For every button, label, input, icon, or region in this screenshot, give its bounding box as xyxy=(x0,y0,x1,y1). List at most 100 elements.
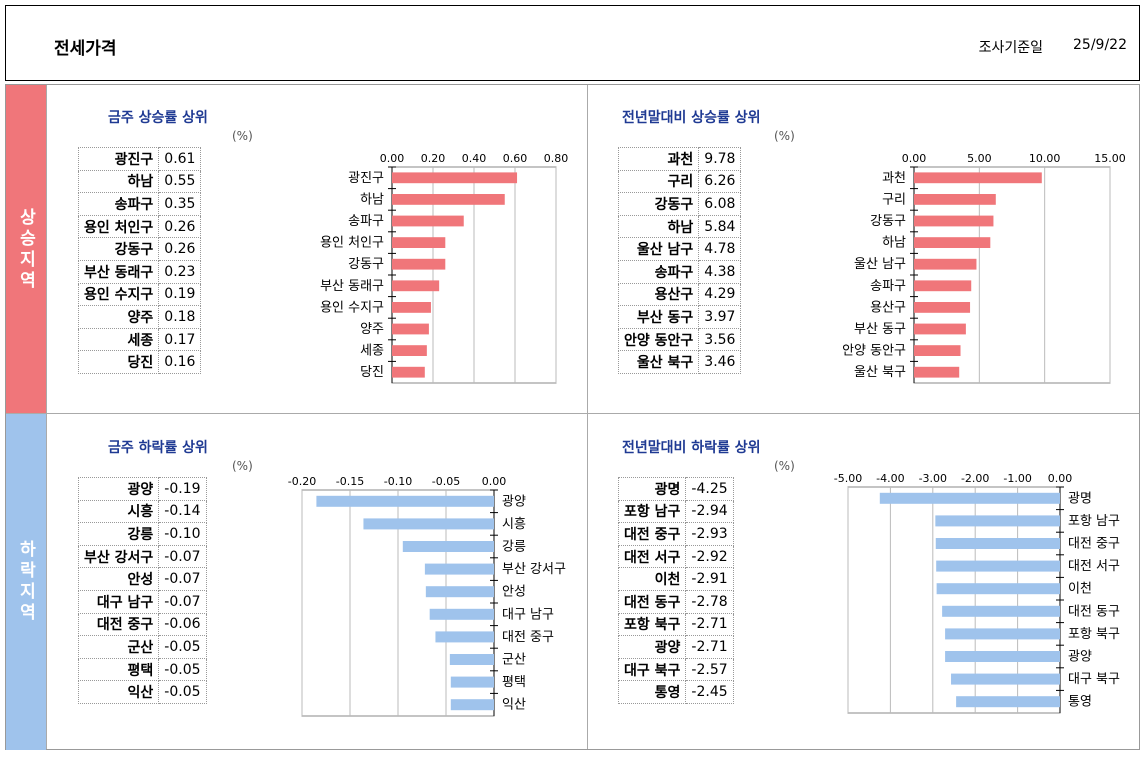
category-label: 강동구 xyxy=(870,214,906,229)
region-name: 강동구 xyxy=(77,237,160,261)
category-label: 하남 xyxy=(360,192,384,207)
bar xyxy=(392,345,427,356)
region-name: 울산 북구 xyxy=(617,350,700,374)
x-tick-label: -0.20 xyxy=(288,475,316,488)
category-label: 송파구 xyxy=(870,279,906,294)
bar xyxy=(914,366,960,378)
bar xyxy=(425,586,494,598)
rate-value: -0.10 xyxy=(158,522,207,546)
bar xyxy=(363,518,494,530)
x-tick-label: -5.00 xyxy=(834,472,862,485)
column-divider-left xyxy=(46,85,47,749)
bar xyxy=(935,515,1060,527)
table-row: 강릉 -0.10 xyxy=(77,522,207,546)
rate-value: -0.07 xyxy=(158,567,207,591)
bar xyxy=(914,194,996,205)
table-row: 광진구 0.61 xyxy=(77,147,202,171)
table-row: 용인 수지구 0.19 xyxy=(77,282,202,307)
bar xyxy=(945,628,1060,640)
category-label: 시흥 xyxy=(502,517,526,532)
category-label: 구리 xyxy=(882,192,906,207)
rate-value: 0.26 xyxy=(158,237,202,261)
bar xyxy=(392,258,446,270)
category-label: 대전 중구 xyxy=(502,630,554,645)
bar xyxy=(914,345,961,356)
x-tick-label: 0.00 xyxy=(482,475,507,488)
x-tick-label: -0.05 xyxy=(432,475,460,488)
x-tick-label: 0.60 xyxy=(503,152,528,165)
bar xyxy=(392,215,464,227)
table-row: 송파구 0.35 xyxy=(77,192,202,216)
region-name: 부산 강서구 xyxy=(77,544,160,569)
table-row: 이천 -2.91 xyxy=(617,567,734,591)
category-label: 안성 xyxy=(502,585,526,600)
region-name: 통영 xyxy=(617,680,687,704)
category-label: 부산 동구 xyxy=(854,322,906,337)
table-row: 대전 동구 -2.78 xyxy=(617,589,734,614)
region-name: 강동구 xyxy=(617,192,700,216)
region-name: 대전 중구 xyxy=(617,522,687,546)
table-row: 부산 동래구 0.23 xyxy=(77,259,202,284)
table-row: 강동구 0.26 xyxy=(77,237,202,261)
table-row: 당진 0.16 xyxy=(77,350,202,374)
x-tick-label: 0.00 xyxy=(1048,472,1073,485)
rate-value: -0.05 xyxy=(158,657,207,682)
category-label: 이천 xyxy=(1068,582,1092,597)
rate-value: -2.78 xyxy=(685,589,734,614)
x-tick-label: 0.00 xyxy=(902,152,927,165)
table-row: 대구 남구 -0.07 xyxy=(77,589,207,614)
bar xyxy=(392,280,440,292)
bar xyxy=(914,280,972,292)
region-name: 평택 xyxy=(77,657,160,682)
table-row: 안양 동안구 3.56 xyxy=(617,327,742,352)
region-name: 광진구 xyxy=(77,147,160,171)
region-name: 익산 xyxy=(77,680,160,704)
table-row: 용인 처인구 0.26 xyxy=(77,214,202,239)
x-tick-label: 0.00 xyxy=(380,152,405,165)
table-row: 광양 -0.19 xyxy=(77,477,207,501)
table-row: 부산 동구 3.97 xyxy=(617,305,742,329)
region-name: 용산구 xyxy=(617,282,700,307)
region-name: 안양 동안구 xyxy=(617,327,700,352)
x-tick-label: -0.10 xyxy=(384,475,412,488)
rate-value: -0.07 xyxy=(158,544,207,569)
region-name: 대전 동구 xyxy=(617,589,687,614)
bar xyxy=(935,538,1060,549)
table-row: 울산 북구 3.46 xyxy=(617,350,742,374)
rate-value: -0.07 xyxy=(158,589,207,614)
region-name: 하남 xyxy=(77,169,160,194)
bar xyxy=(914,215,994,227)
region-name: 양주 xyxy=(77,305,160,329)
category-label: 포항 북구 xyxy=(1068,627,1120,642)
bar xyxy=(914,302,971,313)
region-name: 광양 xyxy=(77,477,160,501)
region-name: 하남 xyxy=(617,214,700,239)
x-tick-label: 0.20 xyxy=(421,152,446,165)
unit-label: (%) xyxy=(232,129,253,143)
table-row: 하남 5.84 xyxy=(617,214,742,239)
rate-value: 0.35 xyxy=(158,192,202,216)
rank-table: 광양 -0.19 시흥 -0.14 강릉 -0.10 부산 강서구 -0.07 안성 -0.07 대… xyxy=(77,477,207,704)
region-name: 대구 남구 xyxy=(77,589,160,614)
region-name: 시흥 xyxy=(77,499,160,524)
panel-title: 금주 상승률 상위 xyxy=(108,110,208,126)
region-name: 과천 xyxy=(617,147,700,171)
table-row: 대전 서구 -2.92 xyxy=(617,544,734,569)
rate-value: -2.57 xyxy=(685,657,734,682)
section-divider xyxy=(6,413,1139,414)
rise-section-label: 상승지역 xyxy=(6,85,46,414)
category-label: 평택 xyxy=(502,675,526,690)
category-label: 양주 xyxy=(360,322,384,337)
panel-title: 금주 하락률 상위 xyxy=(108,440,208,456)
rate-value: 4.29 xyxy=(698,282,742,307)
rate-value: 3.46 xyxy=(698,350,742,374)
rate-value: -2.71 xyxy=(685,635,734,659)
category-label: 강동구 xyxy=(348,257,384,272)
category-label: 광명 xyxy=(1068,491,1092,506)
column-divider-middle xyxy=(587,85,588,749)
table-row: 통영 -2.45 xyxy=(617,680,734,704)
